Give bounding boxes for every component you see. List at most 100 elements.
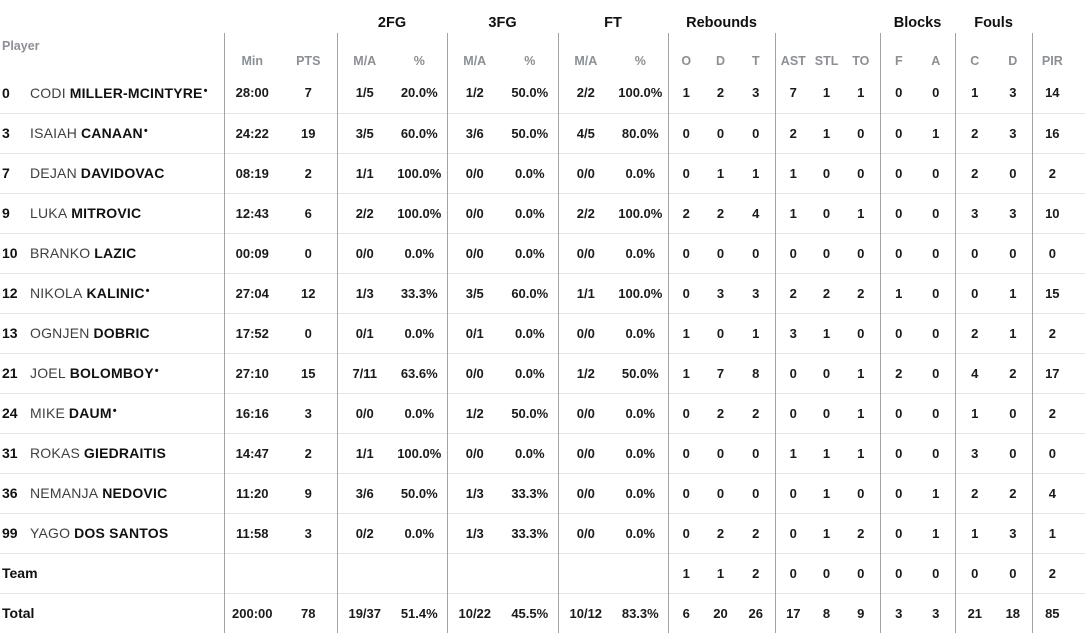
foul-c-cell: 3 [971,205,979,221]
foul-c-cell: 2 [971,165,979,181]
reb-t-cell: 2 [737,513,776,553]
pir-cell: 1 [1048,525,1056,541]
reb-t-cell: 4 [737,193,776,233]
column-header-ast: AST [780,54,806,68]
reb-t-cell: 0 [737,233,776,273]
min-cell: 00:09 [235,245,269,261]
reb-t-cell: 3 [737,73,776,113]
player-cell[interactable]: 12 NIKOLA KALINIC• [0,273,225,313]
column-header-pts: PTS [280,33,338,73]
starter-dot: • [143,125,148,137]
pts-cell: 2 [280,433,338,473]
reb-o-cell: 0 [682,525,690,541]
player-number: 0 [2,84,10,101]
min-cell: 28:00 [235,85,269,101]
player-cell[interactable]: 3 ISAIAH CANAAN• [0,113,225,153]
foul-d-cell: 3 [994,193,1033,233]
foul-c-cell: 2 [971,485,979,501]
ft-ma-cell: 2/2 [576,205,595,221]
player-first-name: CODI [30,84,66,101]
player-last-name: DAUM [68,405,112,421]
fg3-pct-cell: 0.0% [502,153,559,193]
group-header-spacer [0,0,224,33]
fg3-ma-cell: 1/2 [465,405,484,421]
min-cell: 12:43 [235,205,269,221]
player-first-name: OGNJEN [30,325,90,341]
player-cell[interactable]: 0 CODI MILLER-MCINTYRE• [0,73,225,113]
blk-a-cell: 0 [917,353,956,393]
fg3-ma-cell: 0/0 [465,165,484,181]
fg3-pct-cell: 45.5% [502,593,559,633]
reb-d-cell: 2 [716,85,725,101]
player-first-name: NIKOLA [30,285,83,301]
fg3-ma-cell: 0/0 [465,365,484,381]
player-last-name: MITROVIC [71,205,142,221]
column-header-reb-o: O [681,54,692,68]
fg3-ma-cell: 3/5 [465,285,484,301]
ast-cell: 17 [786,605,801,621]
ft-ma-cell: 0/0 [576,445,595,461]
player-number: 36 [2,485,18,501]
column-header-foul-d: D [994,33,1033,73]
blk-a-cell: 3 [917,593,956,633]
stl-cell: 1 [822,325,831,341]
plus-minus-cell [1072,73,1085,113]
column-header-3fg-pct: % [502,33,559,73]
fg3-ma-cell: 10/22 [458,605,492,621]
to-cell: 1 [842,73,881,113]
fg3-ma-cell: 1/3 [465,525,484,541]
ft-pct-cell [613,553,669,593]
ft-ma-cell: 0/0 [576,405,595,421]
ast-cell: 0 [789,565,797,581]
blk-a-cell: 1 [917,513,956,553]
reb-t-cell: 0 [737,473,776,513]
fg3-ma-cell: 0/1 [465,325,484,341]
group-header-spacer [224,0,337,33]
plus-minus-cell [1072,353,1085,393]
to-cell: 9 [842,593,881,633]
player-first-name: JOEL [30,365,66,381]
fg3-pct-cell [502,553,559,593]
foul-c-cell: 1 [971,525,979,541]
column-header-to: TO [842,33,881,73]
reb-t-cell: 2 [737,553,776,593]
fg2-ma-cell: 2/2 [355,205,374,221]
player-first-name: LUKA [30,205,68,221]
player-cell[interactable]: 24 MIKE DAUM• [0,393,225,433]
player-cell[interactable]: 21 JOEL BOLOMBOY• [0,353,225,393]
fg3-pct-cell: 0.0% [502,353,559,393]
fg3-pct-cell: 50.0% [502,393,559,433]
player-number: 13 [2,325,18,341]
column-header-2fg-pct: % [392,33,448,73]
min-cell: 17:52 [235,325,269,341]
fg2-ma-cell: 0/0 [355,245,374,261]
player-last-name: DOBRIC [93,325,150,341]
min-cell: 200:00 [232,605,273,621]
fg2-ma-cell: 0/2 [355,525,374,541]
plus-minus-cell [1072,313,1085,353]
total-label: Total [0,593,225,633]
ast-cell: 3 [789,325,797,341]
reb-o-cell: 0 [682,165,690,181]
foul-d-cell: 18 [994,593,1033,633]
foul-d-cell: 3 [994,73,1033,113]
fg2-pct-cell: 0.0% [392,313,448,353]
fg2-pct-cell: 33.3% [392,273,448,313]
fg2-ma-cell [337,553,392,593]
blk-f-cell: 0 [895,565,903,581]
min-cell: 27:10 [235,365,269,381]
starter-dot: • [154,365,159,377]
column-header-plus-minus: +/- [1072,33,1085,73]
foul-d-cell: 0 [994,393,1033,433]
fg3-ma-cell [447,553,502,593]
